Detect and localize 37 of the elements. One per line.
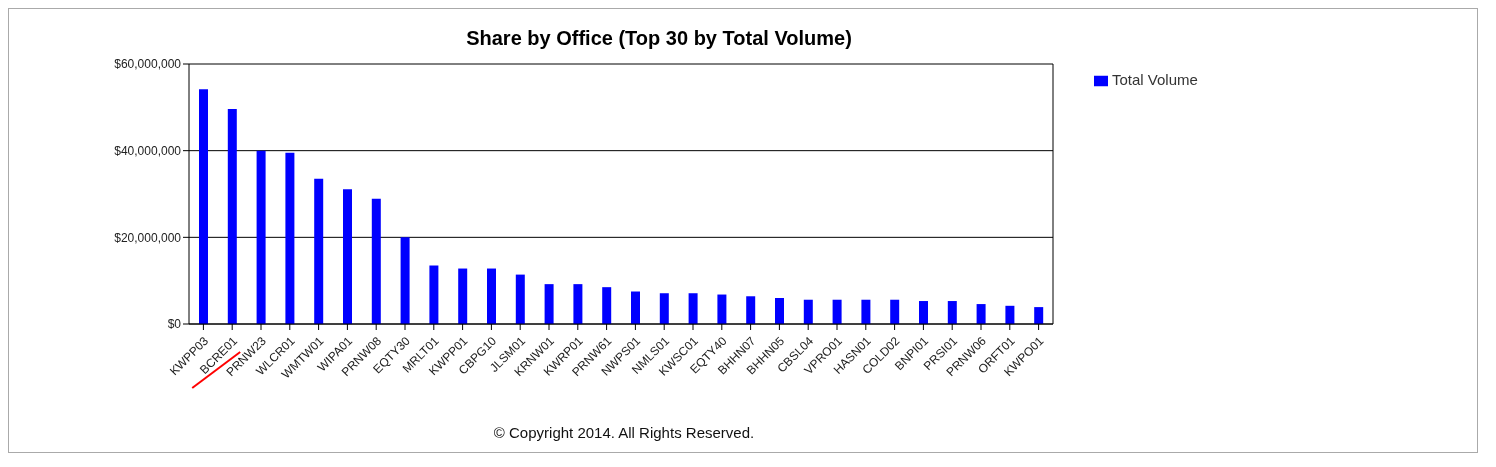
bar [544, 284, 554, 324]
bar [775, 298, 784, 324]
bar [861, 299, 871, 324]
bar [285, 152, 295, 324]
text: © Copyright 2014. All Rights Reserved. [492, 424, 756, 441]
bar [314, 178, 324, 324]
bar [227, 109, 237, 324]
bar [1034, 307, 1044, 324]
bar [919, 301, 928, 324]
bar [631, 291, 640, 324]
bar [487, 268, 496, 324]
bar [458, 268, 468, 324]
bar [199, 89, 208, 324]
bar [573, 284, 583, 324]
bar [803, 299, 813, 324]
y-tick-label: $60,000,000 [114, 57, 182, 72]
bar [256, 150, 266, 324]
y-tick-label: $40,000,000 [114, 143, 182, 158]
bar [429, 265, 439, 324]
bar [746, 296, 756, 324]
y-tick-label: $0 [167, 317, 182, 332]
bar [515, 274, 525, 324]
bar [343, 189, 352, 324]
bar [947, 301, 957, 324]
bar [659, 293, 669, 324]
bar [688, 293, 698, 324]
bar [602, 287, 612, 324]
y-tick-label: $20,000,000 [114, 230, 182, 245]
bar [1005, 305, 1015, 324]
bar [717, 294, 727, 324]
bar [371, 198, 381, 324]
bar [890, 299, 900, 324]
bar [400, 237, 410, 324]
chart-title: Share by Office (Top 30 by Total Volume) [465, 27, 853, 50]
bar [832, 299, 842, 324]
legend-label: Total Volume [1112, 71, 1198, 88]
bar [976, 304, 986, 324]
